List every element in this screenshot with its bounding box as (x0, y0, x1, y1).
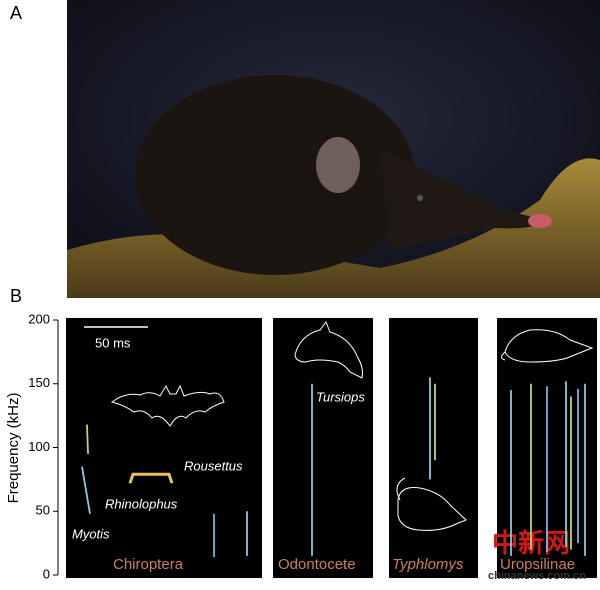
y-tick-label: 100 (28, 439, 50, 454)
panel-label: B (10, 286, 22, 306)
species-label: Tursiops (316, 389, 365, 404)
panel-bg (273, 318, 373, 578)
y-axis-label: Frequency (kHz) (5, 393, 22, 504)
photo (67, 0, 600, 298)
group-label: Uropsilinae (500, 556, 575, 573)
panel-bg (389, 318, 478, 578)
species-label: Rousettus (184, 458, 243, 473)
group-label: Chiroptera (113, 556, 184, 573)
y-tick-label: 0 (43, 566, 50, 581)
group-label: Typhlomys (392, 556, 464, 573)
y-tick-label: 150 (28, 375, 50, 390)
y-tick-label: 50 (36, 503, 50, 518)
shrew-icon (501, 329, 594, 363)
bat-icon (110, 384, 225, 427)
species-label: Rhinolophus (105, 496, 178, 511)
scale-bar-label: 50 ms (95, 335, 131, 350)
call (128, 472, 174, 484)
group-label: Odontocete (278, 556, 356, 573)
panel-label: A (10, 3, 22, 23)
watermark-url: chinanews.com.cn (488, 570, 586, 582)
call (86, 424, 89, 454)
species-label: Myotis (72, 526, 110, 541)
rodent-icon (396, 477, 467, 531)
y-tick-label: 200 (28, 311, 50, 326)
call (81, 466, 91, 514)
panel-bg (66, 318, 262, 578)
dolphin-icon (294, 320, 363, 379)
